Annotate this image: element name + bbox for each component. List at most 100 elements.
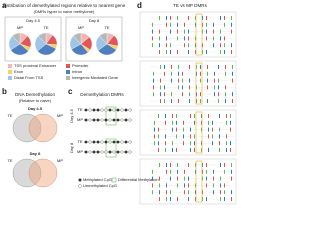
signal-bar [208, 120, 209, 125]
signal-bar [213, 22, 214, 27]
day-label: Day 8 [30, 151, 41, 156]
cpg [112, 150, 116, 154]
signal-bar [206, 22, 207, 27]
signal-bar [226, 141, 227, 146]
legend-label: Exon [14, 69, 23, 74]
signal-bar [165, 141, 166, 146]
cpg [104, 108, 108, 112]
cpg [92, 118, 96, 122]
signal-bar [195, 163, 196, 167]
signal-bar [220, 163, 221, 167]
signal-bar [200, 65, 201, 69]
signal-bar [200, 78, 201, 83]
signal-bar [164, 99, 165, 103]
signal-bar [220, 197, 221, 201]
signal-bar [195, 169, 196, 174]
signal-bar [195, 183, 196, 188]
signal-bar [201, 114, 202, 118]
signal-bar [166, 169, 167, 174]
signal-bar [166, 183, 167, 188]
day-label: Day 4.5 [28, 106, 43, 111]
signal-bar [176, 114, 177, 118]
cpg [128, 140, 132, 144]
venn-label: TE [7, 158, 12, 163]
signal-bar [220, 50, 221, 54]
signal-bar [218, 78, 219, 83]
dmr-highlight [195, 13, 203, 56]
cpg [92, 108, 96, 112]
signal-bar [177, 163, 178, 167]
signal-bar [171, 99, 172, 103]
signal-bar [190, 148, 191, 152]
signal-bar [214, 92, 215, 97]
venn-label: TE [7, 113, 12, 118]
signal-bar [219, 141, 220, 146]
signal-bar [152, 36, 153, 41]
signal-bar [194, 148, 195, 152]
signal-bar [201, 148, 202, 152]
signal-bar [170, 176, 171, 181]
signal-bar [184, 22, 185, 27]
signal-bar [178, 99, 179, 103]
signal-bar [172, 141, 173, 146]
legend-label: Intron [72, 69, 82, 74]
signal-bar [172, 148, 173, 152]
signal-bar [213, 169, 214, 174]
signal-bar [202, 16, 203, 20]
signal-bar [188, 176, 189, 181]
signal-bar [158, 148, 159, 152]
panel-subtitle: (DMRs hyper to naive methylome) [34, 9, 95, 14]
signal-bar [172, 120, 173, 125]
signal-bar [220, 183, 221, 188]
signal-bar [188, 36, 189, 41]
signal-bar [190, 134, 191, 139]
cpg [88, 140, 92, 144]
signal-bar [166, 190, 167, 195]
signal-bar [202, 197, 203, 201]
signal-bar [212, 141, 213, 146]
signal-bar [232, 92, 233, 97]
signal-bar [178, 85, 179, 90]
day-box [65, 16, 123, 62]
signal-bar [170, 16, 171, 20]
legend-label: TSS proximal Enhancer [14, 63, 57, 68]
signal-bar [170, 197, 171, 201]
signal-bar [165, 134, 166, 139]
signal-bar [159, 183, 160, 188]
signal-bar [224, 50, 225, 54]
cpg [124, 140, 128, 144]
signal-bar [172, 127, 173, 132]
day-box [4, 16, 62, 62]
signal-bar [189, 78, 190, 83]
signal-bar [170, 169, 171, 174]
signal-bar [170, 50, 171, 54]
signal-bar [159, 43, 160, 48]
signal-bar [230, 114, 231, 118]
signal-bar [159, 36, 160, 41]
legend-label: Unmethylated CpG [83, 183, 117, 188]
cpg [84, 108, 88, 112]
signal-bar [212, 120, 213, 125]
signal-bar [220, 43, 221, 48]
signal-bar [189, 99, 190, 103]
cpg [88, 118, 92, 122]
signal-bar [176, 120, 177, 125]
cpg [84, 140, 88, 144]
signal-bar [195, 190, 196, 195]
cpg [128, 108, 132, 112]
signal-bar [201, 127, 202, 132]
signal-bar [166, 50, 167, 54]
cpg [116, 150, 120, 154]
signal-bar [166, 16, 167, 20]
day-label: Day 4.5 [69, 108, 74, 123]
signal-bar [164, 71, 165, 76]
signal-bar [206, 50, 207, 54]
signal-bar [158, 134, 159, 139]
signal-bar [164, 65, 165, 69]
signal-bar [208, 134, 209, 139]
signal-bar [206, 197, 207, 201]
signal-bar [208, 114, 209, 118]
panel-label: b [2, 87, 7, 96]
signal-bar [152, 183, 153, 188]
cpg [112, 140, 116, 144]
